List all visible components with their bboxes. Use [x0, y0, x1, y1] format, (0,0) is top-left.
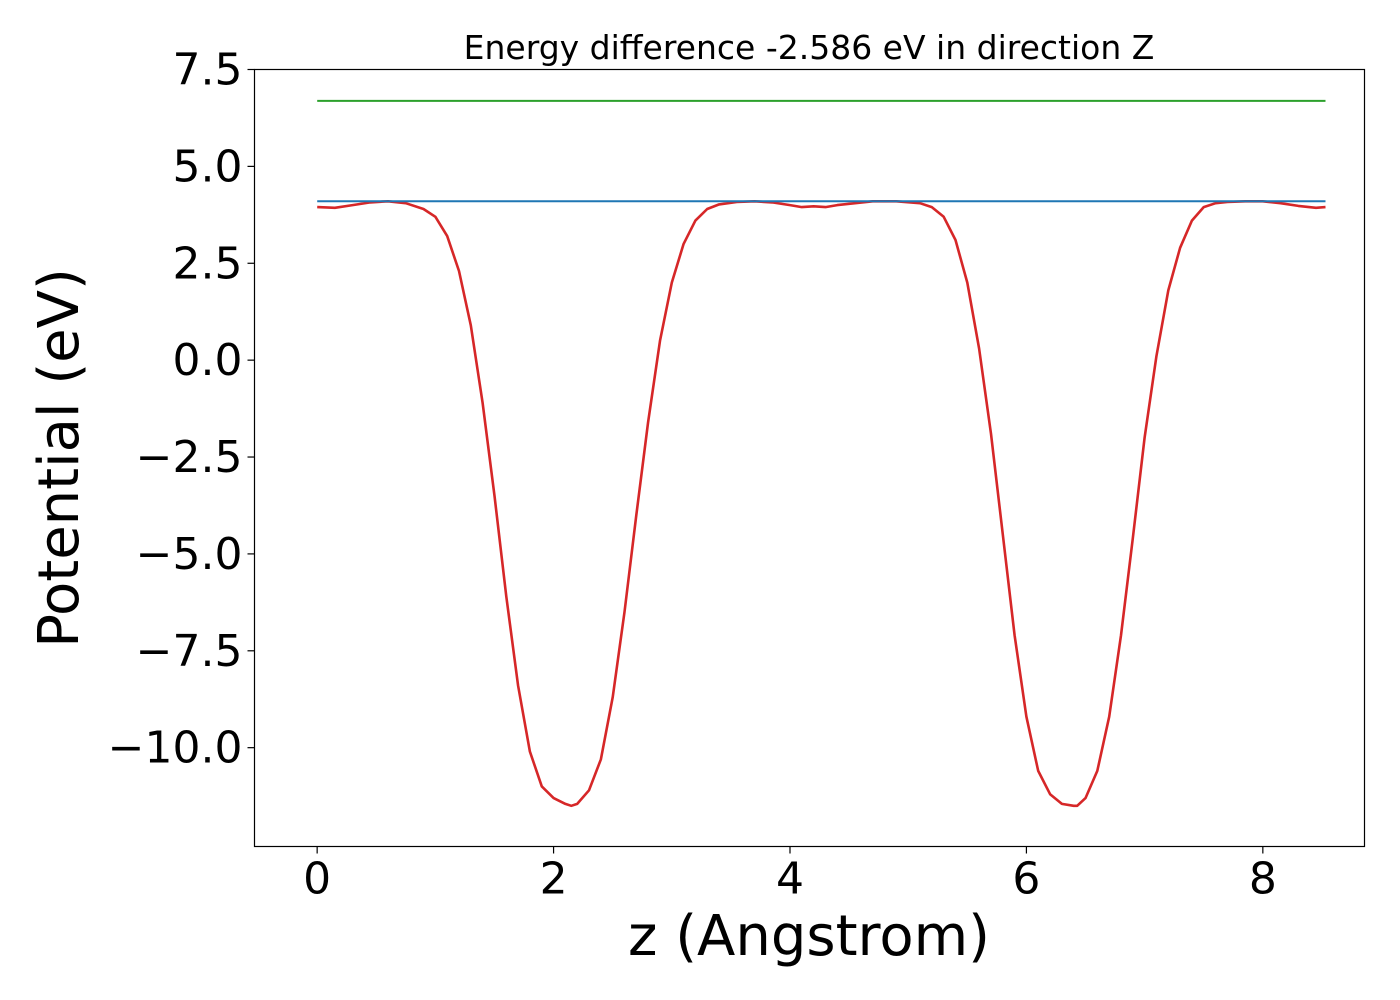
x-tick-label: 2 [540, 854, 568, 905]
y-tick-label: −2.5 [136, 432, 243, 483]
y-axis-label: Potential (eV) [27, 268, 92, 648]
y-tick-label: −7.5 [136, 626, 243, 677]
y-tick-label: −10.0 [108, 723, 243, 774]
x-tick-label: 8 [1249, 854, 1277, 905]
y-tick-label: 5.0 [173, 141, 243, 192]
plot-frame [253, 68, 1366, 848]
y-tick-label: 7.5 [173, 45, 243, 96]
y-tick-label: −5.0 [136, 529, 243, 580]
series-layer [317, 99, 1326, 808]
x-tick-label: 0 [303, 854, 331, 905]
x-tick-label: 4 [776, 854, 804, 905]
x-axis: 0 2 4 6 8 [303, 846, 1277, 905]
x-axis-label: z (Angstrom) [628, 904, 990, 969]
chart-title: Energy difference -2.586 eV in direction… [464, 28, 1155, 67]
series-line-0 [317, 200, 1326, 808]
y-axis: 7.5 5.0 2.5 0.0 −2.5 −5.0 −7.5 −10.0 [108, 45, 255, 774]
x-tick-label: 6 [1012, 854, 1040, 905]
y-tick-label: 0.0 [173, 335, 243, 386]
y-tick-label: 2.5 [173, 238, 243, 289]
